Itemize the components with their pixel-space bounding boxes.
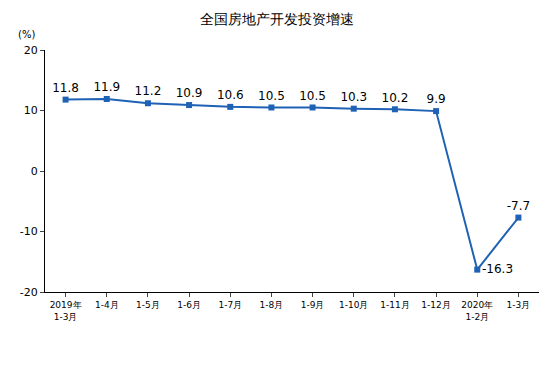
- svg-text:0: 0: [31, 165, 38, 178]
- svg-text:9.9: 9.9: [427, 92, 446, 106]
- svg-text:1-11月: 1-11月: [380, 300, 409, 310]
- svg-text:-7.7: -7.7: [507, 199, 530, 213]
- svg-text:1-4月: 1-4月: [95, 300, 119, 310]
- svg-text:10.5: 10.5: [258, 89, 285, 103]
- svg-text:10.5: 10.5: [299, 89, 326, 103]
- svg-text:11.8: 11.8: [52, 81, 79, 95]
- svg-text:1-7月: 1-7月: [218, 300, 242, 310]
- svg-text:11.9: 11.9: [93, 80, 120, 94]
- svg-text:1-8月: 1-8月: [260, 300, 284, 310]
- svg-text:10: 10: [24, 104, 38, 117]
- svg-text:1-9月: 1-9月: [301, 300, 325, 310]
- svg-text:全国房地产开发投资增速: 全国房地产开发投资增速: [200, 11, 354, 27]
- svg-text:10.3: 10.3: [340, 90, 367, 104]
- svg-text:20: 20: [24, 44, 38, 57]
- svg-text:1-10月: 1-10月: [339, 300, 368, 310]
- svg-text:1-12月: 1-12月: [421, 300, 450, 310]
- svg-text:-20: -20: [20, 286, 38, 299]
- svg-text:-10: -10: [20, 225, 38, 238]
- svg-text:1-5月: 1-5月: [136, 300, 160, 310]
- svg-text:11.2: 11.2: [135, 84, 162, 98]
- svg-text:10.6: 10.6: [217, 88, 244, 102]
- svg-text:10.2: 10.2: [382, 91, 409, 105]
- svg-text:10.9: 10.9: [176, 86, 203, 100]
- svg-text:-16.3: -16.3: [482, 262, 513, 276]
- svg-text:1-3月: 1-3月: [507, 300, 531, 310]
- svg-text:1-6月: 1-6月: [177, 300, 201, 310]
- svg-text:2019年1-3月: 2019年1-3月: [50, 300, 82, 322]
- svg-text:(%): (%): [18, 29, 35, 40]
- svg-text:2020年1-2月: 2020年1-2月: [461, 300, 493, 322]
